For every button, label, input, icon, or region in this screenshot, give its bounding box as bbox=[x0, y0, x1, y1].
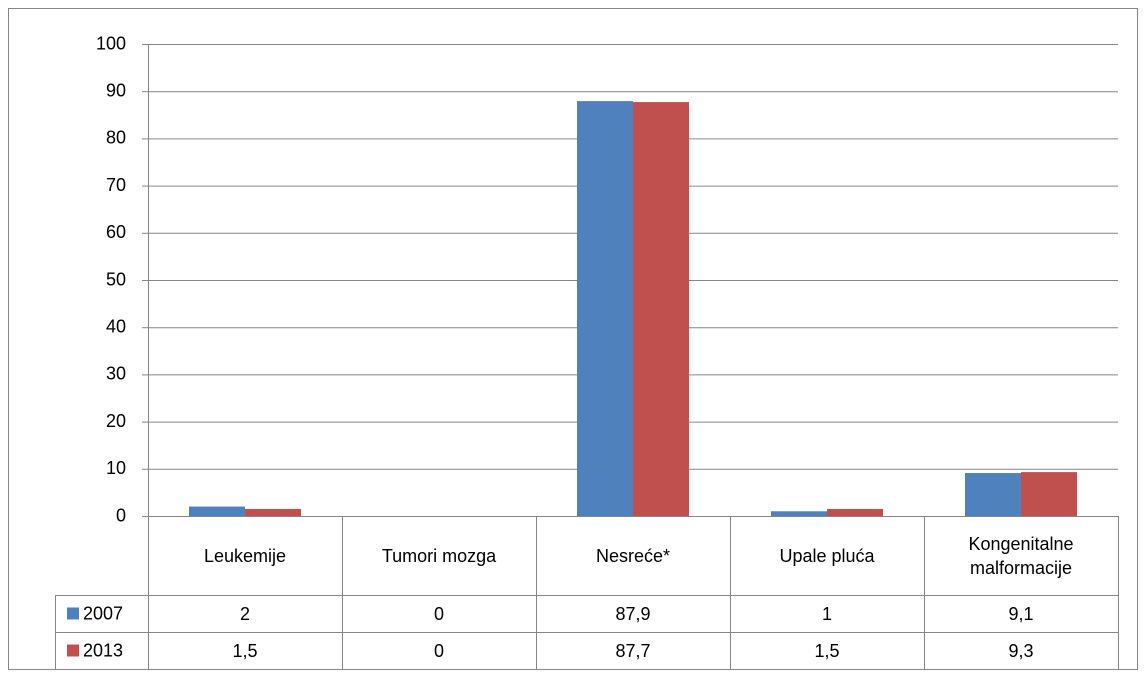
table-value: 1,5 bbox=[232, 640, 258, 661]
y-tick-label: 50 bbox=[106, 269, 126, 289]
bar bbox=[245, 508, 301, 516]
y-tick-label: 0 bbox=[116, 505, 126, 525]
y-tick-label: 80 bbox=[106, 128, 126, 148]
table-value: 87,9 bbox=[615, 603, 651, 624]
y-tick-label: 20 bbox=[106, 411, 126, 431]
legend-label: 2007 bbox=[83, 603, 123, 623]
table-value: 87,7 bbox=[615, 640, 651, 661]
table-value: 1 bbox=[821, 603, 832, 624]
bar bbox=[827, 508, 883, 516]
y-tick-label: 60 bbox=[106, 222, 126, 242]
category-label: Leukemije bbox=[203, 545, 287, 566]
table-value: 0 bbox=[433, 603, 444, 624]
legend-label: 2013 bbox=[83, 640, 123, 660]
table-value: 1,5 bbox=[814, 640, 840, 661]
legend-key bbox=[67, 607, 79, 620]
category-label: Tumori mozga bbox=[381, 545, 497, 566]
bar bbox=[189, 506, 245, 516]
y-tick-label: 70 bbox=[106, 175, 126, 195]
category-label: Kongenitalne malformacije bbox=[968, 533, 1074, 578]
table-value: 9,3 bbox=[1008, 640, 1034, 661]
y-tick-label: 100 bbox=[96, 33, 126, 53]
table-value: 0 bbox=[433, 640, 444, 661]
category-label: Nesreće* bbox=[595, 545, 671, 566]
bar bbox=[1021, 472, 1077, 516]
y-tick-label: 10 bbox=[106, 458, 126, 478]
y-tick-label: 40 bbox=[106, 316, 126, 336]
bar bbox=[771, 511, 827, 516]
bar bbox=[965, 473, 1021, 516]
table-value: 2 bbox=[239, 603, 250, 624]
bar bbox=[633, 102, 689, 516]
y-tick-label: 90 bbox=[106, 80, 126, 100]
legend-key bbox=[67, 644, 79, 657]
bar bbox=[577, 101, 633, 516]
y-tick-label: 30 bbox=[106, 364, 126, 384]
table-value: 9,1 bbox=[1008, 603, 1034, 624]
category-label: Upale pluća bbox=[779, 545, 875, 566]
